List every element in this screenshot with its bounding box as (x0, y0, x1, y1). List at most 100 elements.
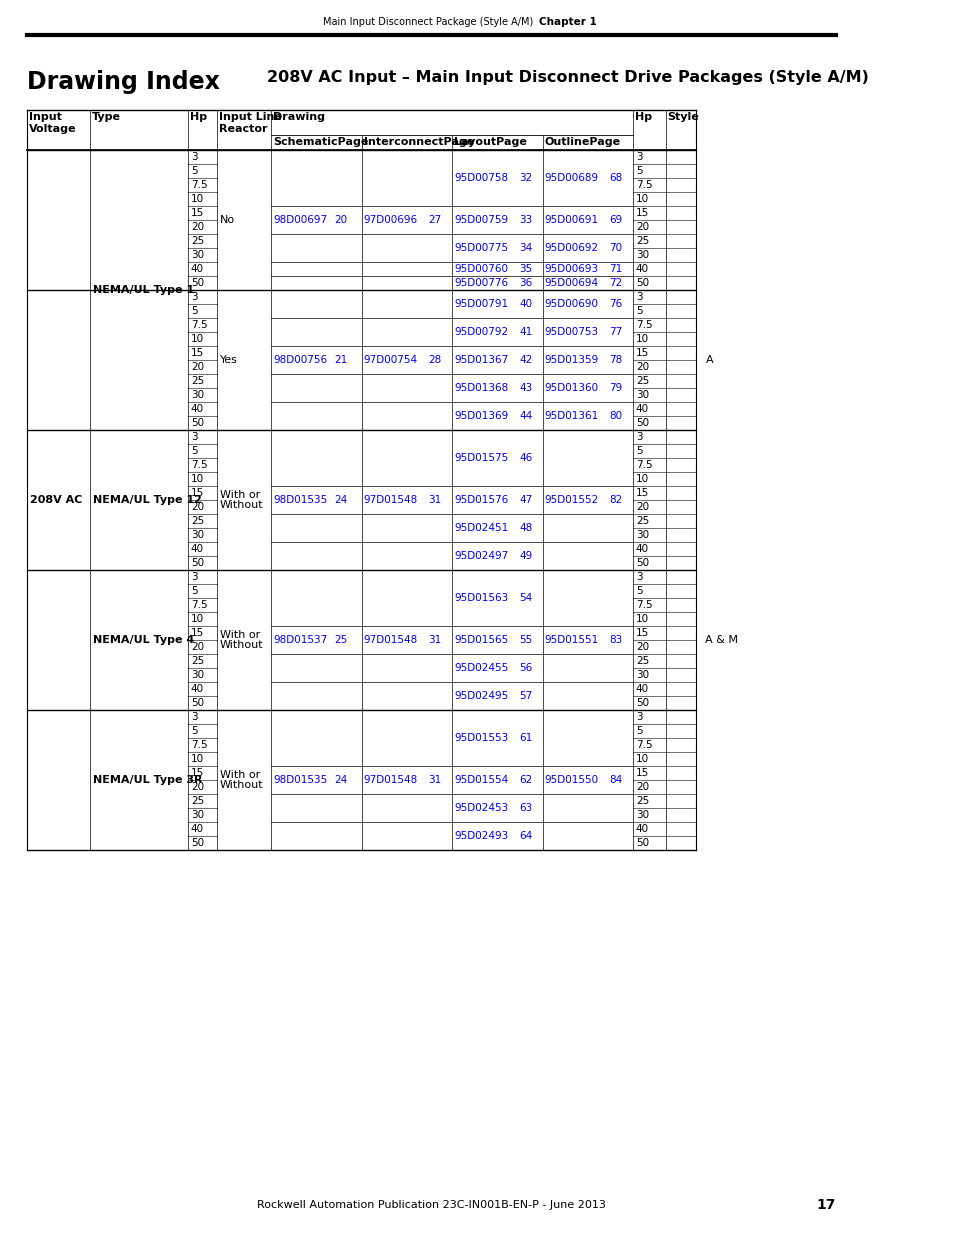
Text: LayoutPage: LayoutPage (454, 137, 526, 147)
Text: 95D01359: 95D01359 (544, 354, 598, 366)
Text: 95D02453: 95D02453 (454, 803, 508, 813)
Text: 40: 40 (635, 543, 648, 555)
Text: 95D01554: 95D01554 (454, 776, 508, 785)
Text: Hp: Hp (635, 112, 651, 122)
Text: 40: 40 (518, 299, 532, 309)
Text: 30: 30 (635, 249, 648, 261)
Text: 3: 3 (635, 572, 641, 582)
Text: With or: With or (219, 630, 260, 640)
Text: 30: 30 (191, 390, 204, 400)
Text: 5: 5 (635, 306, 641, 316)
Text: 30: 30 (635, 810, 648, 820)
Text: 79: 79 (609, 383, 622, 393)
Text: Yes: Yes (219, 354, 237, 366)
Text: 15: 15 (191, 348, 204, 358)
Text: 62: 62 (518, 776, 532, 785)
Text: Input: Input (29, 112, 62, 122)
Text: Chapter 1: Chapter 1 (538, 17, 597, 27)
Text: 20: 20 (191, 222, 204, 232)
Text: 40: 40 (635, 264, 648, 274)
Text: 3: 3 (191, 152, 197, 162)
Text: 30: 30 (191, 810, 204, 820)
Text: 10: 10 (191, 333, 204, 345)
Text: 25: 25 (635, 375, 648, 387)
Text: 7.5: 7.5 (635, 740, 652, 750)
Text: NEMA/UL Type 3R: NEMA/UL Type 3R (93, 776, 202, 785)
Text: 25: 25 (635, 236, 648, 246)
Text: NEMA/UL Type 4: NEMA/UL Type 4 (93, 635, 194, 645)
Text: 5: 5 (635, 585, 641, 597)
Text: 7.5: 7.5 (191, 740, 207, 750)
Text: 40: 40 (191, 264, 204, 274)
Text: 64: 64 (518, 831, 532, 841)
Text: 7.5: 7.5 (635, 180, 652, 190)
Text: 50: 50 (635, 698, 648, 708)
Text: 95D01552: 95D01552 (544, 495, 598, 505)
Text: 5: 5 (191, 446, 197, 456)
Text: 95D01360: 95D01360 (544, 383, 598, 393)
Text: 97D01548: 97D01548 (363, 495, 417, 505)
Text: 95D00691: 95D00691 (544, 215, 598, 225)
Text: Type: Type (92, 112, 121, 122)
Text: 56: 56 (518, 663, 532, 673)
Text: 10: 10 (635, 194, 648, 204)
Text: 10: 10 (635, 755, 648, 764)
Text: 95D00693: 95D00693 (544, 264, 598, 274)
Text: 20: 20 (635, 782, 648, 792)
Text: Style: Style (667, 112, 699, 122)
Text: 95D00690: 95D00690 (544, 299, 598, 309)
Text: 208V AC: 208V AC (30, 495, 82, 505)
Text: 15: 15 (635, 348, 648, 358)
Text: 69: 69 (609, 215, 622, 225)
Text: 95D01563: 95D01563 (454, 593, 508, 603)
Text: Input Line: Input Line (218, 112, 281, 122)
Text: 10: 10 (635, 614, 648, 624)
Text: 15: 15 (191, 488, 204, 498)
Text: 30: 30 (635, 390, 648, 400)
Text: 98D01535: 98D01535 (273, 495, 327, 505)
Text: 50: 50 (191, 558, 204, 568)
Text: 40: 40 (635, 404, 648, 414)
Text: 15: 15 (191, 768, 204, 778)
Text: 95D00694: 95D00694 (544, 278, 598, 288)
Text: 10: 10 (191, 614, 204, 624)
Text: With or: With or (219, 490, 260, 500)
Text: 42: 42 (518, 354, 532, 366)
Text: 34: 34 (518, 243, 532, 253)
Text: 95D00753: 95D00753 (544, 327, 598, 337)
Text: Without: Without (219, 500, 263, 510)
Text: 41: 41 (518, 327, 532, 337)
Text: 5: 5 (191, 726, 197, 736)
Text: 7.5: 7.5 (635, 320, 652, 330)
Text: 3: 3 (635, 713, 641, 722)
Text: 30: 30 (191, 249, 204, 261)
Text: 7.5: 7.5 (191, 459, 207, 471)
Text: 30: 30 (191, 671, 204, 680)
Text: 15: 15 (635, 768, 648, 778)
Text: 15: 15 (635, 629, 648, 638)
Text: 32: 32 (518, 173, 532, 183)
Text: 61: 61 (518, 734, 532, 743)
Text: 50: 50 (635, 417, 648, 429)
Text: 97D00696: 97D00696 (363, 215, 417, 225)
Text: 25: 25 (335, 635, 348, 645)
Text: 95D00758: 95D00758 (454, 173, 508, 183)
Text: 10: 10 (191, 474, 204, 484)
Text: 72: 72 (609, 278, 622, 288)
Text: 3: 3 (635, 291, 641, 303)
Text: 50: 50 (635, 278, 648, 288)
Text: 7.5: 7.5 (191, 600, 207, 610)
Text: 95D00775: 95D00775 (454, 243, 508, 253)
Text: 25: 25 (191, 797, 204, 806)
Text: 31: 31 (427, 635, 440, 645)
Text: NEMA/UL Type 12: NEMA/UL Type 12 (93, 495, 202, 505)
Text: 50: 50 (191, 278, 204, 288)
Text: 63: 63 (518, 803, 532, 813)
Text: 40: 40 (635, 684, 648, 694)
Text: 20: 20 (635, 642, 648, 652)
Text: 40: 40 (191, 404, 204, 414)
Text: 97D01548: 97D01548 (363, 635, 417, 645)
Text: 7.5: 7.5 (635, 459, 652, 471)
Text: 95D00759: 95D00759 (454, 215, 508, 225)
Text: Voltage: Voltage (29, 124, 76, 135)
